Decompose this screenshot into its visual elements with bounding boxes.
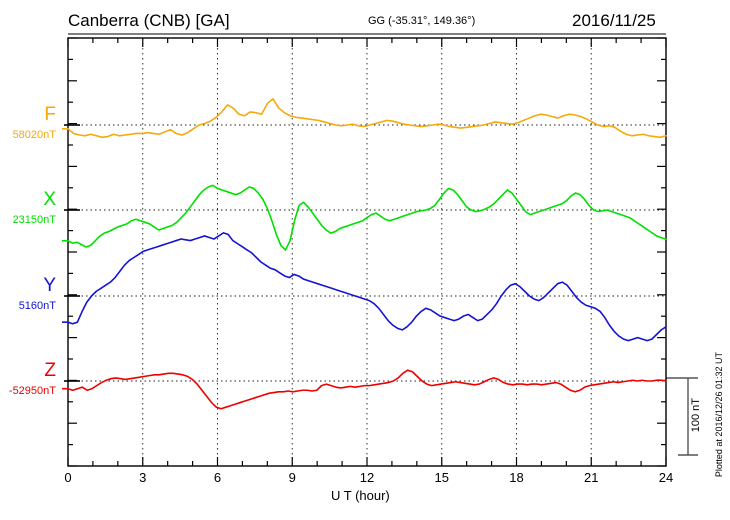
x-tick-label: 12	[359, 470, 375, 485]
trace-Y	[67, 232, 667, 342]
trace-F	[67, 98, 667, 139]
plot-frame	[67, 37, 667, 467]
observation-date: 2016/11/25	[572, 11, 656, 30]
component-label-F: F	[44, 104, 56, 125]
component-baseline-Y: 5160nT	[18, 300, 56, 312]
trace-Z	[67, 369, 667, 410]
component-label-X: X	[43, 189, 56, 210]
component-baseline-F: 58020nT	[12, 129, 56, 141]
x-tick-label: 15	[434, 470, 449, 485]
x-tick-label: 21	[584, 470, 599, 485]
x-tick-label: 3	[139, 470, 147, 485]
scalebar-label: 100 nT	[690, 398, 702, 433]
x-tick-label: 9	[288, 470, 296, 485]
x-axis-title: U T (hour)	[331, 488, 390, 503]
x-tick-label: 6	[213, 470, 222, 485]
geographic-coordinates: GG (-35.31°, 149.36°)	[368, 15, 476, 27]
x-tick-label: 24	[658, 470, 674, 485]
component-baseline-X: 23150nT	[12, 214, 56, 226]
x-tick-label: 0	[64, 470, 72, 485]
page-title: Canberra (CNB) [GA]	[68, 11, 230, 30]
x-tick-label: 18	[509, 470, 524, 485]
plotted-timestamp: Plotted at 2016/12/26 01:32 UT	[714, 352, 724, 478]
component-baseline-Z: -52950nT	[8, 385, 56, 397]
component-label-Z: Z	[44, 360, 56, 381]
component-label-Y: Y	[43, 275, 56, 296]
trace-X	[67, 184, 667, 251]
